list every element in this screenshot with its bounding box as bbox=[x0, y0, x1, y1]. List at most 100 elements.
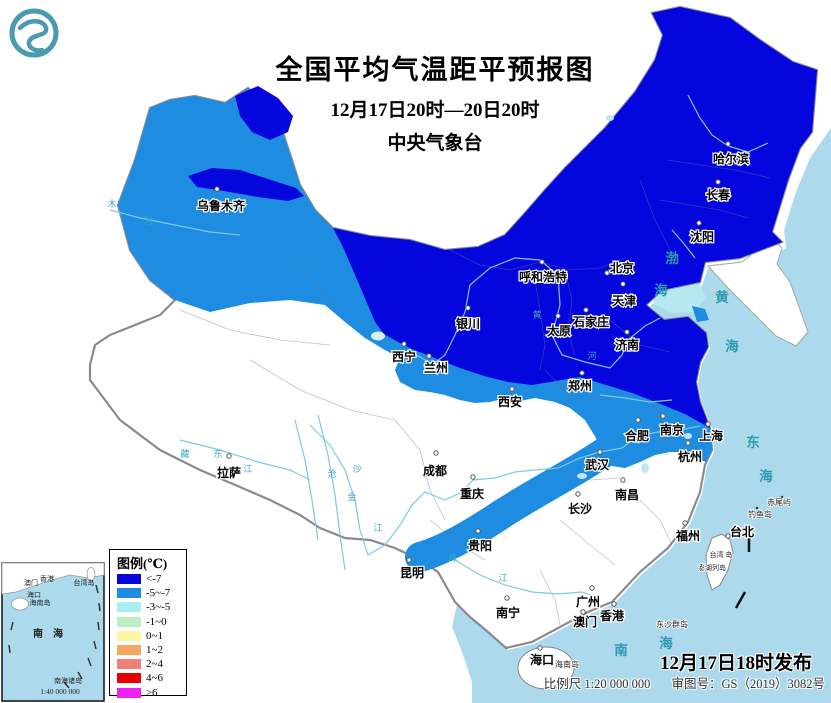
inset-label: 南 bbox=[33, 627, 43, 640]
province-boundaries bbox=[179, 159, 771, 626]
legend-row: 0~1 bbox=[117, 629, 186, 643]
city-dot-南宁 bbox=[504, 595, 510, 601]
city-label-郑州: 郑州 bbox=[568, 378, 592, 393]
lake-poyang bbox=[641, 463, 649, 473]
city-label-广州: 广州 bbox=[576, 594, 600, 609]
city-label-台北: 台北 bbox=[730, 524, 754, 539]
river-liao bbox=[671, 229, 696, 259]
inset-label: 台湾岛 bbox=[74, 578, 95, 587]
city-dot-重庆 bbox=[470, 474, 476, 480]
city-dot-乌鲁木齐 bbox=[214, 186, 220, 192]
city-label-天津: 天津 bbox=[612, 293, 636, 308]
island-label: 澎湖列岛 bbox=[698, 563, 726, 572]
inset-label: 南海诸岛 bbox=[54, 676, 82, 685]
rivers bbox=[109, 94, 769, 599]
city-label-南京: 南京 bbox=[660, 422, 684, 437]
city-dot-长春 bbox=[715, 179, 721, 185]
city-dot-澳门 bbox=[580, 609, 586, 615]
sea-name-char: 海 bbox=[725, 338, 739, 354]
legend-row: <-7 bbox=[117, 572, 186, 586]
river-name-char: 沧 bbox=[327, 468, 336, 479]
city-label-西安: 西安 bbox=[498, 394, 522, 409]
city-dot-哈尔滨 bbox=[725, 141, 731, 147]
city-dot-福州 bbox=[682, 520, 688, 526]
city-dot-沈阳 bbox=[696, 220, 702, 226]
city-dot-北京 bbox=[604, 270, 610, 276]
river-yangtze bbox=[309, 424, 701, 556]
river-tarim bbox=[109, 209, 241, 236]
city-label-昆明: 昆明 bbox=[400, 566, 424, 580]
lakes bbox=[371, 115, 692, 479]
inset-coastline bbox=[1, 562, 105, 595]
inset-label: 1:40 000 000 bbox=[40, 687, 80, 696]
city-dot-济南 bbox=[624, 329, 630, 335]
river-huai bbox=[599, 394, 673, 403]
legend-swatch bbox=[117, 687, 141, 698]
issue-time: 12月17日18时发布 bbox=[659, 653, 812, 674]
island-label: 海南岛 bbox=[555, 659, 579, 669]
legend-row: ≥6 bbox=[117, 686, 186, 700]
river-songhua bbox=[687, 94, 769, 153]
city-label-澳门: 澳门 bbox=[573, 614, 597, 629]
island-label: 台湾 岛 bbox=[710, 550, 733, 559]
river-name-char: 藏 bbox=[180, 448, 189, 459]
legend-swatch bbox=[117, 602, 141, 613]
city-dot-武汉 bbox=[597, 449, 603, 455]
legend-label: ≥6 bbox=[146, 686, 158, 699]
valid-period: 12月17日20时—20日20时 bbox=[330, 100, 540, 121]
river-name-char: 东 bbox=[213, 448, 222, 459]
lake-dongting bbox=[577, 473, 587, 479]
city-label-上海: 上海 bbox=[699, 428, 723, 443]
legend-swatch bbox=[117, 659, 141, 670]
legend-label: 0~1 bbox=[146, 629, 163, 642]
sea-name-char: 海 bbox=[654, 282, 668, 298]
diaoyu-islet-dot bbox=[755, 506, 759, 510]
river-name-char: 沙 bbox=[352, 464, 361, 474]
legend-row: 1~2 bbox=[117, 643, 186, 657]
island-label: 赤尾屿 bbox=[767, 498, 791, 507]
taiwan-strait-mark-2 bbox=[734, 591, 747, 609]
river-name-char: 江 bbox=[243, 464, 252, 474]
inset-label: 海 bbox=[53, 627, 63, 640]
city-dot-香港 bbox=[611, 601, 617, 607]
city-label-贵阳: 贵阳 bbox=[468, 538, 492, 553]
city-dot-长沙 bbox=[575, 491, 581, 497]
river-name-char: 河 bbox=[587, 350, 596, 361]
inset-nine-dash-line bbox=[8, 584, 101, 689]
agency-name: 中央气象台 bbox=[387, 133, 483, 154]
city-label-福州: 福州 bbox=[675, 528, 700, 543]
region-below-minus7 bbox=[333, 7, 817, 428]
river-name-char: 珠 bbox=[448, 552, 457, 563]
river-name-char: 木 bbox=[107, 198, 116, 209]
city-label-石家庄: 石家庄 bbox=[572, 314, 609, 329]
legend-swatch bbox=[117, 588, 141, 599]
river-name-char: 河 bbox=[143, 215, 152, 226]
sea-name-char: 黄 bbox=[715, 289, 729, 305]
sea-name-char: 渤 bbox=[665, 250, 679, 266]
region-minus5-band-east bbox=[596, 396, 712, 468]
chiwei-islet-dot bbox=[780, 495, 784, 499]
legend-label: 2~4 bbox=[146, 658, 163, 671]
city-dot-太原 bbox=[555, 313, 561, 319]
lake-hulun bbox=[606, 115, 614, 121]
city-dot-贵阳 bbox=[475, 528, 481, 534]
legend-label: <-7 bbox=[146, 573, 162, 586]
city-dot-上海 bbox=[705, 421, 711, 427]
inset-label: 澳门 bbox=[24, 578, 38, 587]
legend-label: 4~6 bbox=[146, 672, 163, 685]
city-label-沈阳: 沈阳 bbox=[690, 229, 714, 244]
legend-row: 4~6 bbox=[117, 671, 186, 685]
city-dot-银川 bbox=[465, 305, 471, 311]
inset-label: 海口 bbox=[27, 590, 41, 599]
city-label-西宁: 西宁 bbox=[392, 349, 416, 364]
river-name-char: 江 bbox=[373, 523, 382, 533]
city-label-香港: 香港 bbox=[599, 608, 625, 623]
legend-label: 1~2 bbox=[146, 644, 163, 657]
legend-label: -5~-7 bbox=[146, 587, 171, 600]
region-below-minus7-altai bbox=[235, 86, 293, 140]
river-name-char: 黄 bbox=[532, 309, 541, 320]
hainan-island bbox=[517, 646, 575, 690]
